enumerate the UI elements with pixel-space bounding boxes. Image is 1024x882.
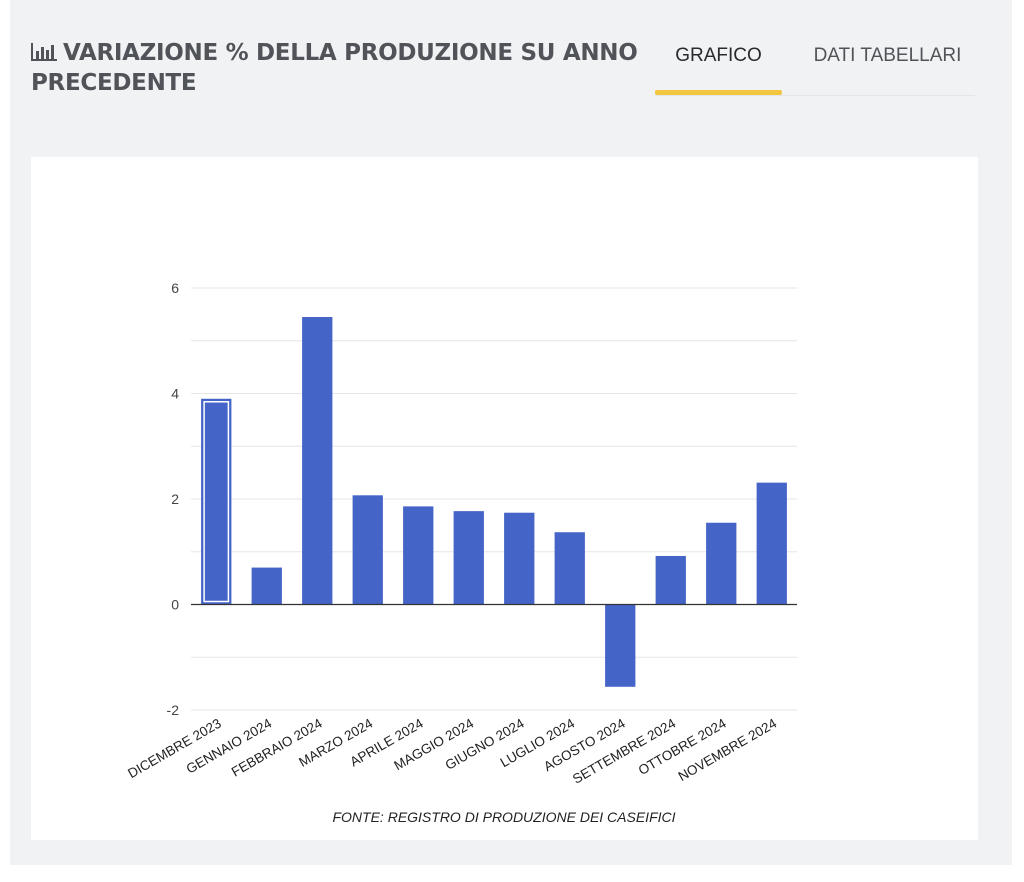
chart-title: VARIAZIONE % DELLA PRODUZIONE SU ANNO PR… — [31, 40, 638, 96]
bar — [251, 567, 282, 605]
tab-grafico[interactable]: GRAFICO — [655, 40, 782, 96]
bar — [504, 512, 535, 605]
bar — [201, 398, 232, 605]
tab-grafico-label: GRAFICO — [675, 45, 762, 66]
bar — [302, 317, 333, 605]
source-note: FONTE: REGISTRO DI PRODUZIONE DEI CASEIF… — [332, 809, 675, 825]
y-tick-label: 6 — [171, 280, 179, 296]
tabs-divider — [655, 95, 975, 96]
y-tick-label: 2 — [171, 491, 179, 507]
chart-card: -2 0 2 4 6 DICEMBRE 2023 GENNAIO 2024 FEBBRAIO … — [31, 157, 978, 840]
bar-chart-icon — [31, 43, 57, 61]
chart-header: VARIAZIONE % DELLA PRODUZIONE SU ANNO PR… — [31, 38, 651, 98]
y-tick-label: -2 — [167, 702, 180, 718]
y-tick-label: 4 — [171, 386, 179, 402]
bar — [453, 511, 484, 605]
bar — [554, 532, 585, 605]
bar — [605, 604, 636, 687]
active-tab-indicator — [655, 90, 782, 95]
bar — [403, 506, 434, 605]
tab-dati-tabellari[interactable]: DATI TABELLARI — [795, 40, 980, 96]
bar — [706, 522, 737, 605]
chart-panel: VARIAZIONE % DELLA PRODUZIONE SU ANNO PR… — [10, 0, 1012, 865]
tab-dati-tabellari-label: DATI TABELLARI — [813, 45, 962, 66]
bar — [655, 555, 686, 605]
bar — [756, 482, 787, 605]
bar-highlight — [203, 401, 230, 603]
y-tick-label: 0 — [171, 597, 179, 613]
bar — [352, 495, 383, 605]
